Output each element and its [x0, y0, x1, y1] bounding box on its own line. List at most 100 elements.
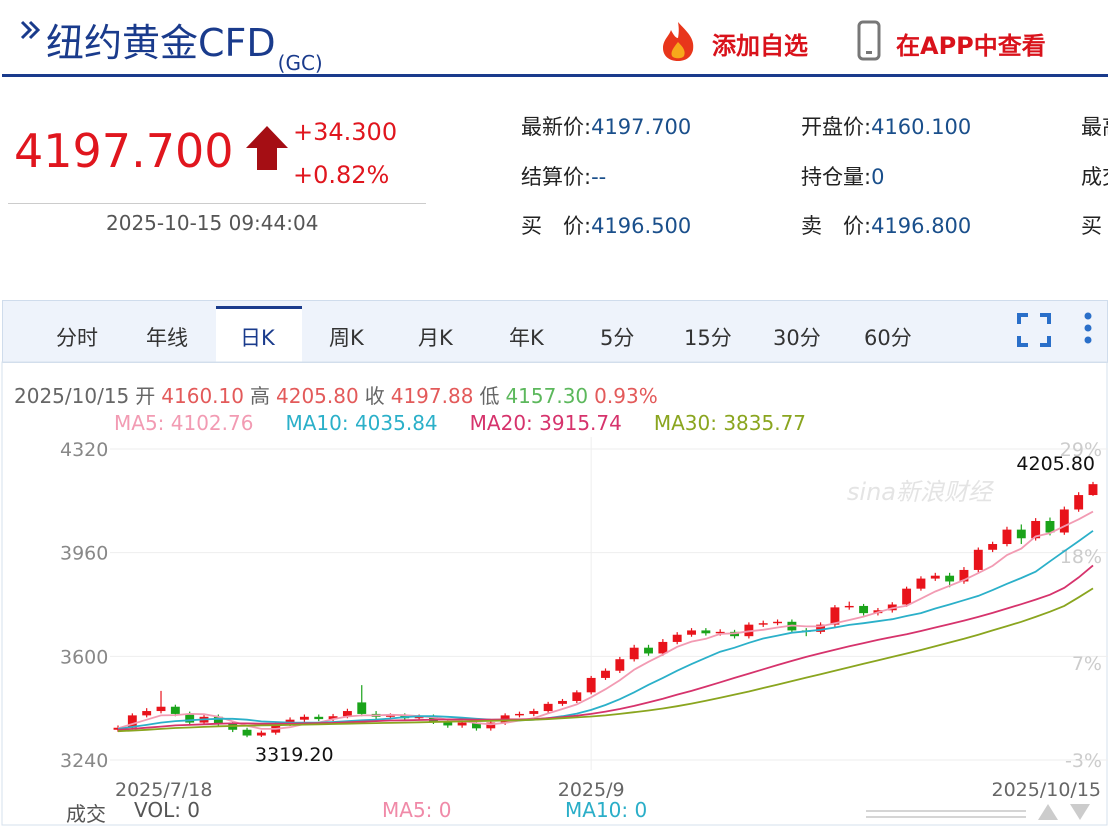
- fullscreen-icon[interactable]: [1016, 312, 1052, 348]
- quote-field: 开盘价:4160.100: [801, 111, 971, 141]
- title-icon: [20, 20, 41, 40]
- chart-frame: [1, 361, 1108, 826]
- candle-body: [687, 630, 696, 635]
- up-arrow: [246, 126, 288, 170]
- info-label: 低: [479, 384, 500, 408]
- candle-body: [515, 713, 524, 716]
- watermark: sina新浪财经: [847, 478, 995, 506]
- y-tick-label: 3600: [60, 646, 108, 668]
- field-label: 成交量:: [1081, 165, 1108, 189]
- candle-body: [1045, 520, 1055, 533]
- field-label: 买 价:: [521, 214, 592, 238]
- field-value: --: [591, 165, 607, 189]
- candle-body: [1016, 529, 1026, 539]
- phone-icon[interactable]: [856, 20, 882, 62]
- quote-field: 买 价:4196.500: [521, 210, 691, 240]
- legend-entry: MA10: 4035.84: [285, 411, 438, 435]
- candle-body: [543, 703, 553, 712]
- min-label: 3319.20: [255, 744, 334, 766]
- field-value: 4196.800: [871, 214, 972, 238]
- candle-body: [457, 722, 467, 726]
- candle-body: [959, 569, 969, 582]
- scroll-down[interactable]: [1070, 804, 1090, 820]
- y2-tick-label: 29%: [1060, 439, 1102, 461]
- tab[interactable]: 年线: [146, 326, 188, 350]
- candle-body: [629, 647, 639, 660]
- volume-label: 成交: [66, 802, 106, 826]
- candle-body: [945, 575, 955, 582]
- tab[interactable]: 15分: [684, 326, 732, 350]
- ma-line: [117, 510, 1094, 730]
- candle-body: [1059, 509, 1069, 533]
- add-watchlist[interactable]: 添加自选: [712, 32, 808, 60]
- candle-body: [715, 631, 725, 634]
- y2-tick-label: 7%: [1072, 653, 1102, 675]
- candle-body: [859, 605, 869, 614]
- tab[interactable]: 分时: [56, 326, 98, 350]
- field-value: 4196.500: [591, 214, 692, 238]
- volume-item: MA5: 0: [382, 798, 452, 822]
- field-label: 卖 价:: [801, 214, 872, 238]
- quote-field: 成交量:: [1081, 161, 1108, 191]
- candle-body: [127, 715, 137, 728]
- x-tick-label: 2025/9: [558, 779, 625, 801]
- candle-body: [672, 634, 682, 642]
- y-tick-label: 4320: [60, 439, 108, 461]
- candle-body: [156, 706, 166, 712]
- legend-entry: MA30: 3835.77: [653, 411, 807, 435]
- ma-line: [117, 530, 1094, 730]
- volume-item: VOL: 0: [134, 798, 201, 822]
- field-label: 开盘价:: [801, 115, 872, 139]
- tab[interactable]: 5分: [600, 326, 635, 350]
- page-title: 纽约黄金CFD (GC): [46, 12, 323, 75]
- price-change-pct: +0.82%: [293, 161, 390, 189]
- info-line: 2025/10/15 开 4160.10 高 4205.80 收 4197.88 低 4157.…: [14, 380, 664, 409]
- candle-body: [472, 722, 481, 729]
- candle-body: [357, 702, 367, 714]
- candle-body: [299, 716, 309, 720]
- candle-body: [658, 641, 668, 654]
- info-label: 收: [364, 384, 385, 408]
- candle-body: [185, 713, 195, 723]
- info-label: 开: [135, 384, 156, 408]
- max-label: 4205.80: [1016, 453, 1095, 475]
- tab[interactable]: 60分: [864, 326, 912, 350]
- scroll-up[interactable]: [1038, 804, 1058, 820]
- flame-icon[interactable]: [657, 20, 699, 62]
- info-value: 4160.10: [161, 384, 244, 408]
- candle-body: [256, 732, 266, 736]
- field-value: 4197.700: [591, 115, 692, 139]
- more-icon[interactable]: [1080, 310, 1096, 350]
- candle-body: [844, 605, 854, 608]
- tab[interactable]: 30分: [773, 326, 821, 350]
- info-value: 4197.88: [390, 384, 474, 408]
- candle-body: [486, 722, 496, 729]
- info-value: 4205.80: [276, 384, 359, 408]
- legend-entry: MA20: 3915.74: [469, 411, 622, 435]
- y-tick-label: 3960: [60, 543, 108, 565]
- tab[interactable]: 周K: [329, 326, 364, 350]
- y2-tick-label: -3%: [1065, 750, 1102, 772]
- tab[interactable]: 年K: [509, 326, 544, 350]
- candle-body: [701, 630, 711, 634]
- candle-body: [1031, 520, 1041, 539]
- field-label: 结算价:: [521, 165, 592, 189]
- y-tick-label: 3240: [60, 750, 108, 772]
- candle-body: [773, 621, 783, 624]
- x-tick-label: 2025/10/15: [991, 779, 1101, 801]
- open-in-app[interactable]: 在APP中查看: [896, 32, 1046, 60]
- field-label: 持仓量:: [801, 165, 872, 189]
- tab[interactable]: 日K: [240, 326, 275, 350]
- candle-body: [213, 716, 223, 725]
- candle-body: [902, 588, 912, 605]
- candle-body: [529, 711, 539, 714]
- candle-body: [644, 647, 653, 654]
- ma-line: [117, 564, 1094, 731]
- field-value: 0: [871, 165, 885, 189]
- quote-field: 卖 价:4196.800: [801, 210, 971, 240]
- candle-body: [242, 729, 252, 736]
- candle-body: [973, 549, 983, 570]
- info-value: 4157.30: [505, 384, 589, 408]
- candle-body: [916, 578, 926, 589]
- tab[interactable]: 月K: [418, 326, 453, 350]
